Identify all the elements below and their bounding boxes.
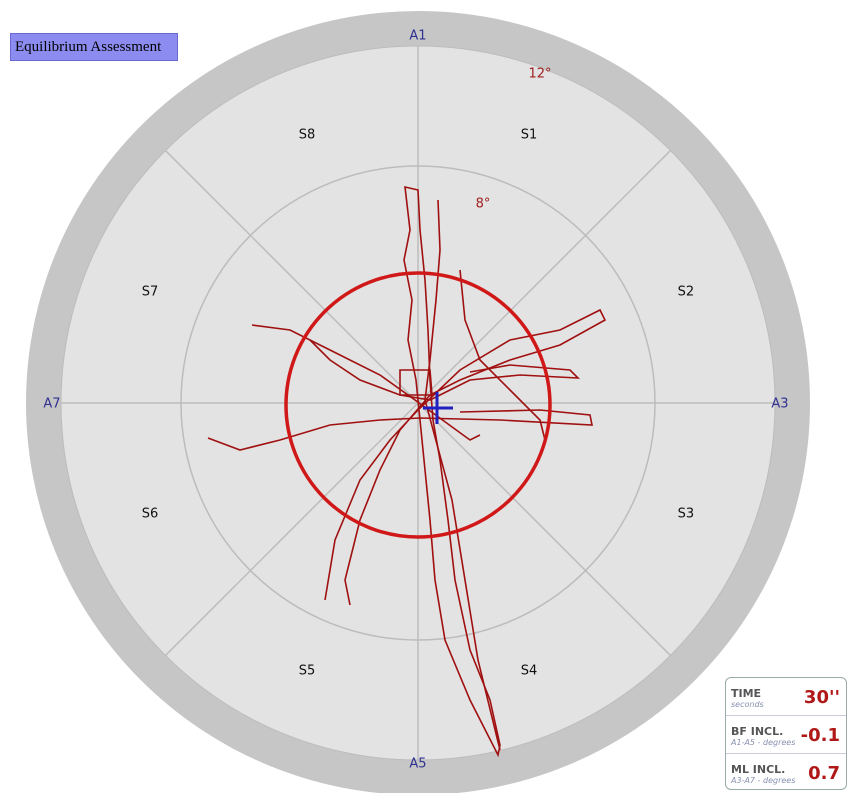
sector-label: S7: [142, 285, 159, 300]
stat-row: BF INCL. A1-A5 - degrees -0.1: [726, 716, 846, 754]
ring-label: 8°: [476, 197, 491, 212]
axis-label: A1: [409, 29, 426, 44]
stat-unit: seconds: [731, 700, 764, 709]
stat-label: BF INCL.: [731, 725, 784, 738]
stat-row: TIME seconds 30'': [726, 678, 846, 716]
stat-value: -0.1: [800, 725, 840, 746]
stats-panel: TIME seconds 30'' BF INCL. A1-A5 - degre…: [725, 677, 847, 790]
axis-label: A5: [409, 757, 426, 772]
stat-unit: A1-A5 - degrees: [731, 738, 796, 747]
sector-label: S6: [142, 506, 159, 521]
stat-value: 30'': [803, 687, 840, 708]
stat-label: TIME: [731, 687, 762, 700]
title: Equilibrium Assessment: [10, 33, 178, 61]
labels: A1 A3 A5 A7 S1 S2 S3 S4 S5 S6 S7 S8: [43, 29, 788, 772]
ring-label: 12°: [528, 67, 551, 82]
stat-unit: A3-A7 - degrees: [731, 776, 796, 785]
sector-label: S4: [521, 663, 538, 678]
sway-trace: [207, 185, 607, 758]
sector-label: S1: [521, 128, 538, 143]
sector-label: S8: [299, 128, 316, 143]
center-cross: [423, 392, 453, 424]
sector-label: S5: [299, 663, 316, 678]
stat-value: 0.7: [808, 763, 840, 784]
stat-row: ML INCL. A3-A7 - degrees 0.7: [726, 754, 846, 791]
axis-label: A7: [43, 397, 60, 412]
sector-label: S3: [678, 506, 695, 521]
confidence-circle: [284, 271, 552, 539]
axis-label: A3: [771, 397, 788, 412]
sector-label: S2: [678, 285, 695, 300]
stat-label: ML INCL.: [731, 763, 786, 776]
